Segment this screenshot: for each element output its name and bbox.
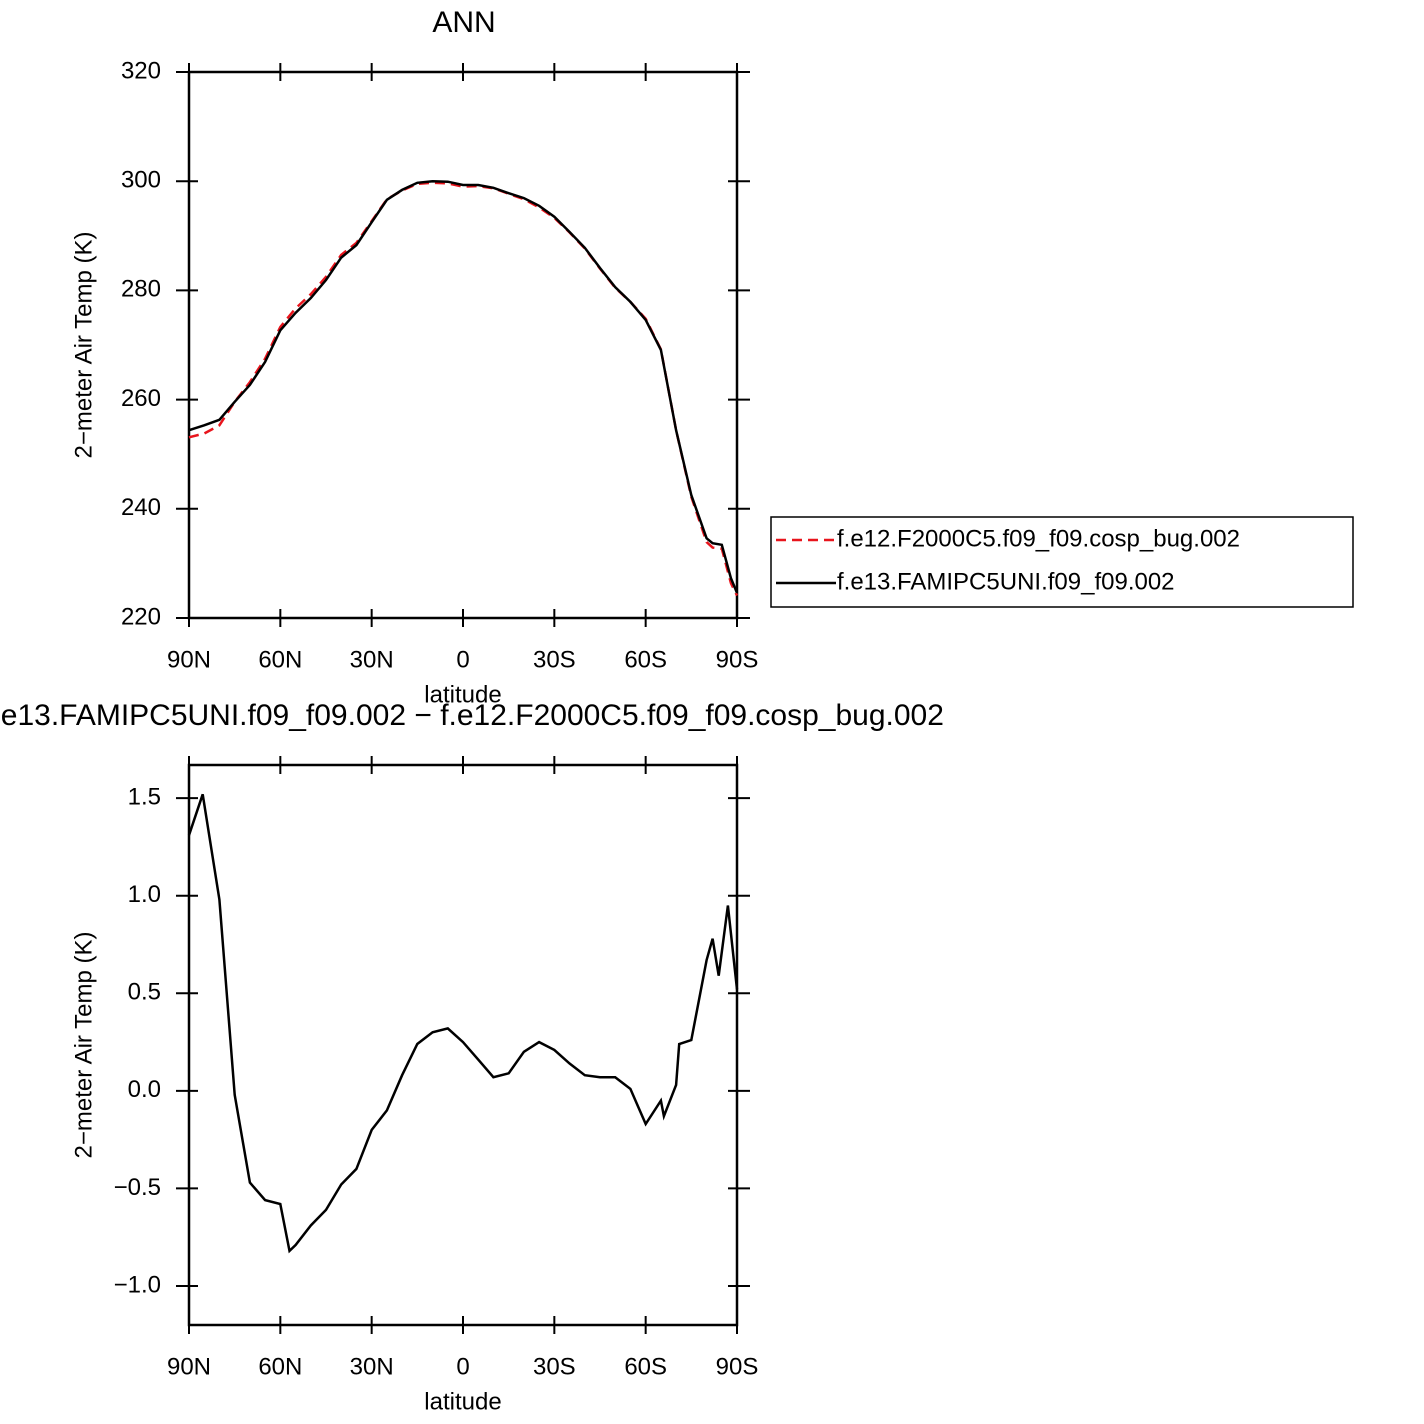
x-tick-label: 60S [624,1353,667,1380]
y-tick-label: 240 [121,494,161,521]
x-tick-label: 90N [167,1353,211,1380]
y-tick-label: −1.0 [114,1271,161,1298]
x-tick-label: 90S [716,1353,759,1380]
data-line [187,793,739,1254]
y-tick-label: 300 [121,167,161,194]
data-line [188,181,739,597]
x-tick-label: 30S [533,646,576,673]
y-tick-label: 0.0 [128,1076,161,1103]
plot-frame [187,763,739,1327]
x-tick-label: 30N [350,646,394,673]
y-axis-label: 2−meter Air Temp (K) [70,932,97,1159]
y-tick-label: 1.5 [128,784,161,811]
y-tick-label: 220 [121,603,161,630]
x-tick-label: 90N [167,646,211,673]
y-tick-label: 1.0 [128,881,161,908]
x-tick-label: 60N [258,646,302,673]
x-tick-label: 30S [533,1353,576,1380]
chart-title: ANN [432,6,495,39]
legend-box [770,516,1354,608]
y-tick-label: 280 [121,276,161,303]
y-tick-label: 320 [121,57,161,84]
x-tick-label: 60N [258,1353,302,1380]
x-tick-label: 60S [624,646,667,673]
x-tick-label: 30N [350,1353,394,1380]
plot-frame [187,70,739,620]
x-axis-label: latitude [424,681,501,708]
chart-title: f.e13.FAMIPC5UNI.f09_f09.002 − f.e12.F20… [0,699,944,732]
data-line [188,179,739,594]
legend-label: f.e13.FAMIPC5UNI.f09_f09.002 [837,568,1175,595]
x-tick-label: 0 [456,646,469,673]
y-tick-label: −0.5 [114,1174,161,1201]
y-axis-label: 2−meter Air Temp (K) [70,232,97,459]
legend-label: f.e12.F2000C5.f09_f09.cosp_bug.002 [837,525,1240,552]
y-tick-label: 0.5 [128,979,161,1006]
y-tick-label: 260 [121,385,161,412]
x-axis-label: latitude [424,1388,501,1415]
x-tick-label: 0 [456,1353,469,1380]
x-tick-label: 90S [716,646,759,673]
